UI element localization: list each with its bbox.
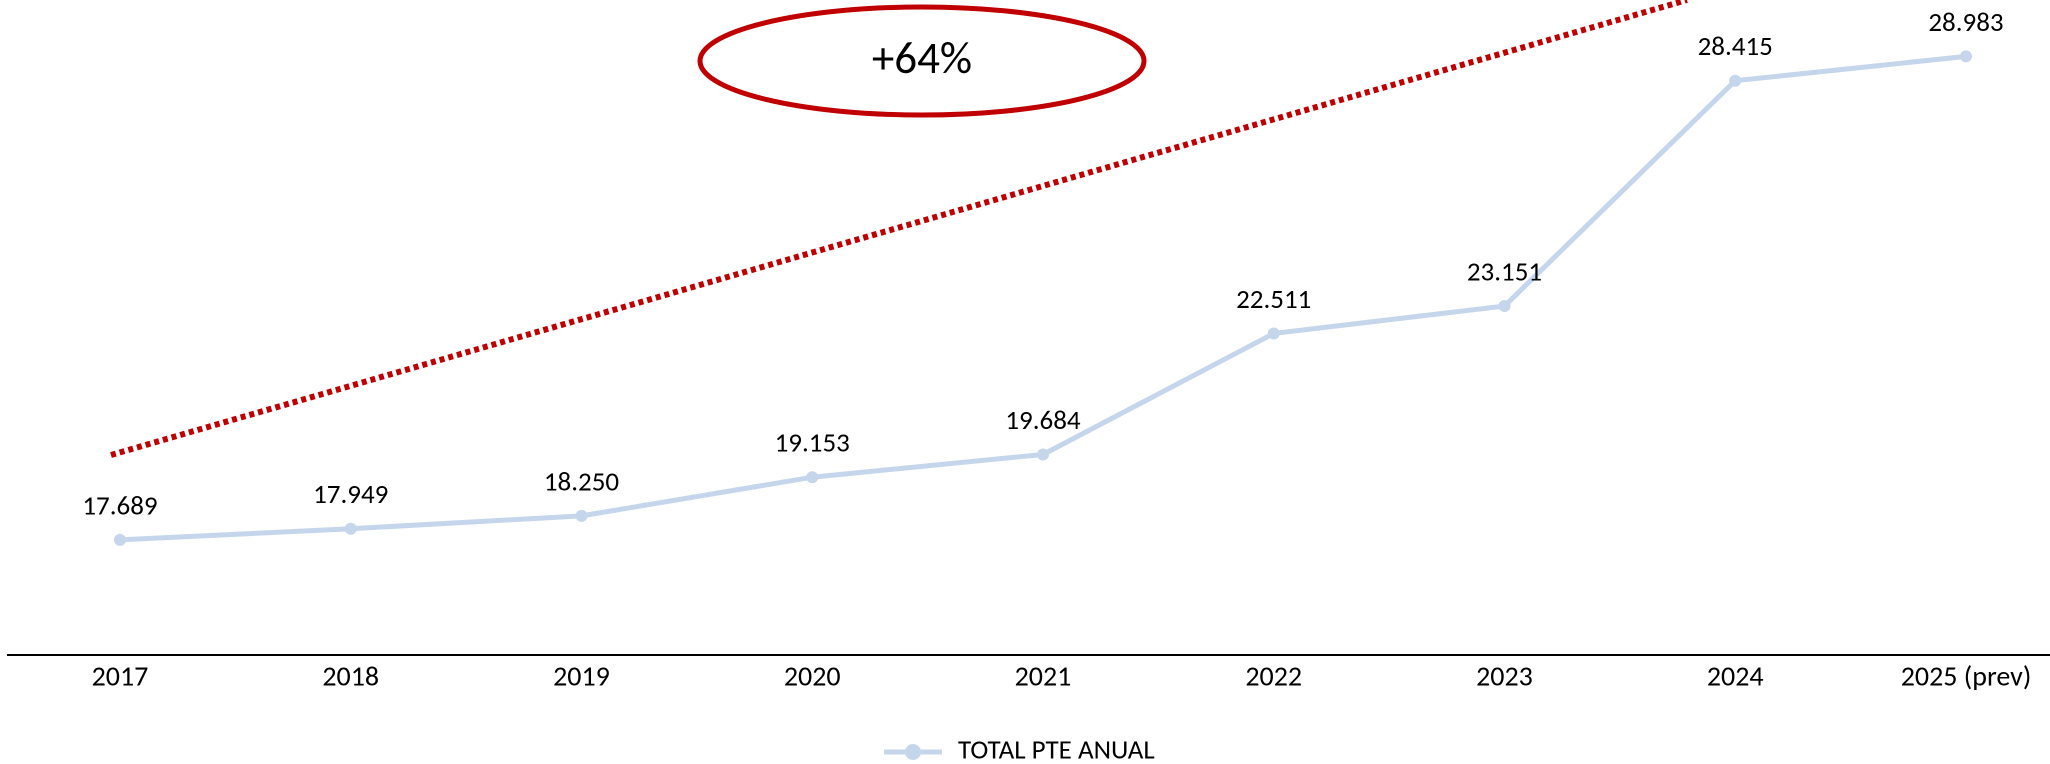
data-label: 18.250: [544, 465, 619, 498]
data-point: [1729, 74, 1742, 87]
data-label: 17.949: [313, 478, 388, 511]
annotation: +64%: [872, 31, 972, 86]
x-tick-label: 2019: [553, 659, 610, 694]
annotation-ellipse: [697, 4, 1147, 118]
x-tick-label: 2018: [322, 659, 379, 694]
data-point: [575, 509, 588, 522]
data-point: [1498, 300, 1511, 313]
data-point: [1267, 327, 1280, 340]
data-point: [344, 522, 357, 535]
data-point: [114, 533, 126, 546]
legend-marker: [905, 744, 921, 760]
x-tick-label: 2021: [1015, 659, 1072, 694]
data-point: [1960, 50, 1972, 63]
data-line: [119, 53, 1967, 543]
trend-line: [110, 0, 1688, 458]
data-label: 23.151: [1467, 256, 1542, 289]
data-label: 19.153: [775, 427, 850, 460]
x-tick-label: 2020: [784, 659, 841, 694]
x-tick-label: 2017: [92, 659, 149, 694]
data-label: 19.684: [1005, 404, 1081, 437]
data-label: 22.511: [1236, 283, 1311, 316]
legend-label: TOTAL PTE ANUAL: [958, 733, 1155, 764]
x-tick-label: 2022: [1245, 659, 1302, 694]
data-label: 28.415: [1698, 30, 1773, 63]
x-tick-label: 2024: [1707, 659, 1764, 694]
x-tick-label: 2023: [1476, 659, 1533, 694]
data-point: [1037, 448, 1049, 461]
data-label: 28.983: [1928, 6, 2003, 39]
data-point: [806, 471, 819, 484]
x-tick-label: 2025 (prev): [1901, 659, 2032, 694]
data-label: 17.689: [82, 489, 157, 522]
